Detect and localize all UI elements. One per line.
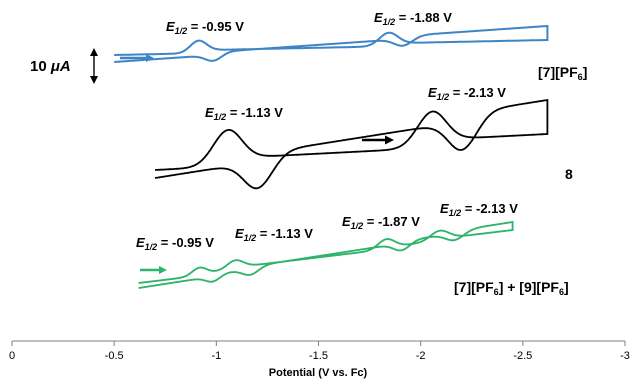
x-tick-label: -0.5 bbox=[105, 350, 124, 362]
scale-bar-label: 10 μA bbox=[30, 58, 71, 75]
x-tick-label: 0 bbox=[9, 350, 15, 362]
x-axis-title: Potential (V vs. Fc) bbox=[269, 367, 368, 379]
compound-labels: [7][PF6] 8 [7][PF6] + [9][PF6] bbox=[454, 64, 587, 297]
sweep-arrow-8 bbox=[362, 135, 394, 145]
compound-label-8: 8 bbox=[565, 166, 573, 182]
sweep-arrow-7-pf6 bbox=[120, 54, 154, 62]
x-tick-label: -1 bbox=[211, 350, 221, 362]
e-half-label: E1/2 = -0.95 V bbox=[166, 19, 244, 36]
x-tick-label: -3 bbox=[620, 350, 630, 362]
x-tick-label: -2.5 bbox=[513, 350, 532, 362]
trace-7-pf6 bbox=[114, 25, 549, 63]
x-axis: 0 -0.5 -1 -1.5 -2 -2.5 -3 Potential (V vs. Fc) bbox=[9, 340, 630, 379]
compound-label-mixture: [7][PF6] + [9][PF6] bbox=[454, 279, 569, 297]
compound-label-7-pf6: [7][PF6] bbox=[538, 64, 587, 82]
trace-8 bbox=[154, 98, 549, 190]
trace-mixture-cycle-2 bbox=[138, 221, 514, 289]
trace-layer bbox=[114, 25, 549, 289]
x-axis-ticks: 0 -0.5 -1 -1.5 -2 -2.5 -3 bbox=[9, 341, 630, 362]
e-half-label: E1/2 = -1.13 V bbox=[205, 105, 283, 122]
sweep-arrows bbox=[120, 54, 394, 274]
e-half-label: E1/2 = -1.87 V bbox=[342, 214, 420, 231]
x-tick-label: -2 bbox=[416, 350, 426, 362]
e-half-label: E1/2 = -2.13 V bbox=[428, 85, 506, 102]
x-tick-label: -1.5 bbox=[309, 350, 328, 362]
e-half-label: E1/2 = -2.13 V bbox=[440, 201, 518, 218]
current-scale-bar: 10 μA bbox=[30, 48, 98, 84]
e-half-label: E1/2 = -1.13 V bbox=[235, 226, 313, 243]
e-half-label: E1/2 = -0.95 V bbox=[136, 235, 214, 252]
e-half-label: E1/2 = -1.88 V bbox=[374, 10, 452, 27]
e-half-labels: E1/2 = -0.95 V E1/2 = -1.88 V E1/2 = -1.… bbox=[136, 10, 518, 252]
sweep-arrow-mixture bbox=[140, 266, 167, 274]
